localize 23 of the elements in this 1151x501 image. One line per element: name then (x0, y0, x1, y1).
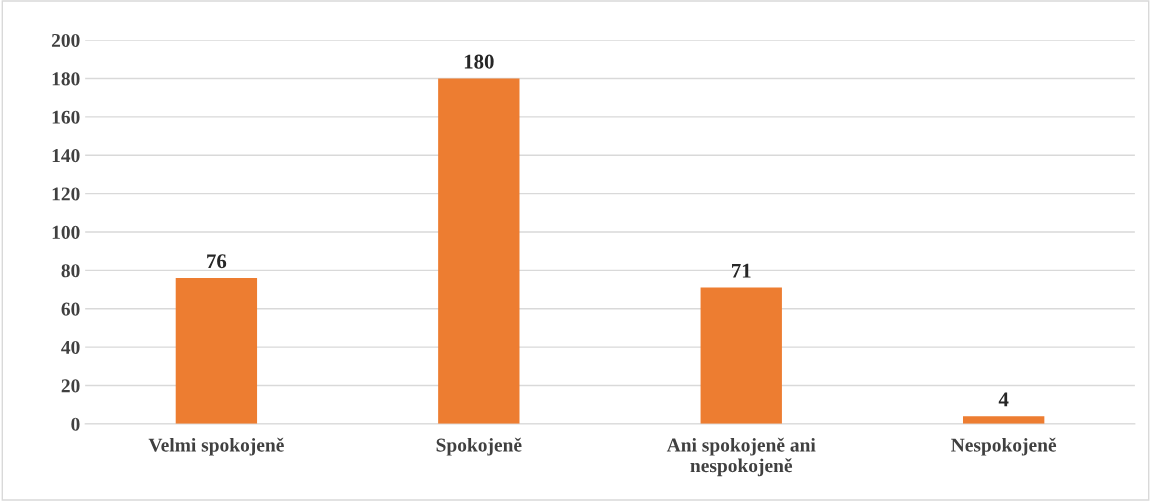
data-label: 76 (207, 254, 227, 269)
x-tick-label: Ani spokojeně ani nespokojeně (666, 437, 816, 477)
data-label: 4 (998, 392, 1009, 407)
data-label: 71 (732, 263, 751, 278)
y-tick-label: 200 (51, 33, 80, 48)
data-label: 180 (464, 54, 494, 69)
y-tick-label: 120 (52, 187, 80, 201)
y-tick-label: 100 (52, 225, 80, 239)
y-tick-label: 80 (61, 264, 80, 278)
x-tick-label: Velmi spokojeně (148, 437, 284, 456)
y-tick-label: 0 (71, 417, 80, 431)
y-tick-label: 160 (52, 110, 80, 124)
y-tick-label: 60 (61, 302, 80, 316)
x-tick-label: Nespokojeně (951, 437, 1057, 456)
bar (438, 78, 520, 424)
y-tick-label: 180 (52, 72, 80, 86)
y-tick-label: 20 (61, 379, 80, 393)
y-tick-label: 140 (52, 149, 80, 163)
y-tick-label: 40 (61, 340, 80, 355)
x-tick-label: Spokojeně (436, 437, 522, 456)
bar (963, 416, 1045, 424)
bar (700, 287, 782, 424)
bar (175, 278, 258, 424)
